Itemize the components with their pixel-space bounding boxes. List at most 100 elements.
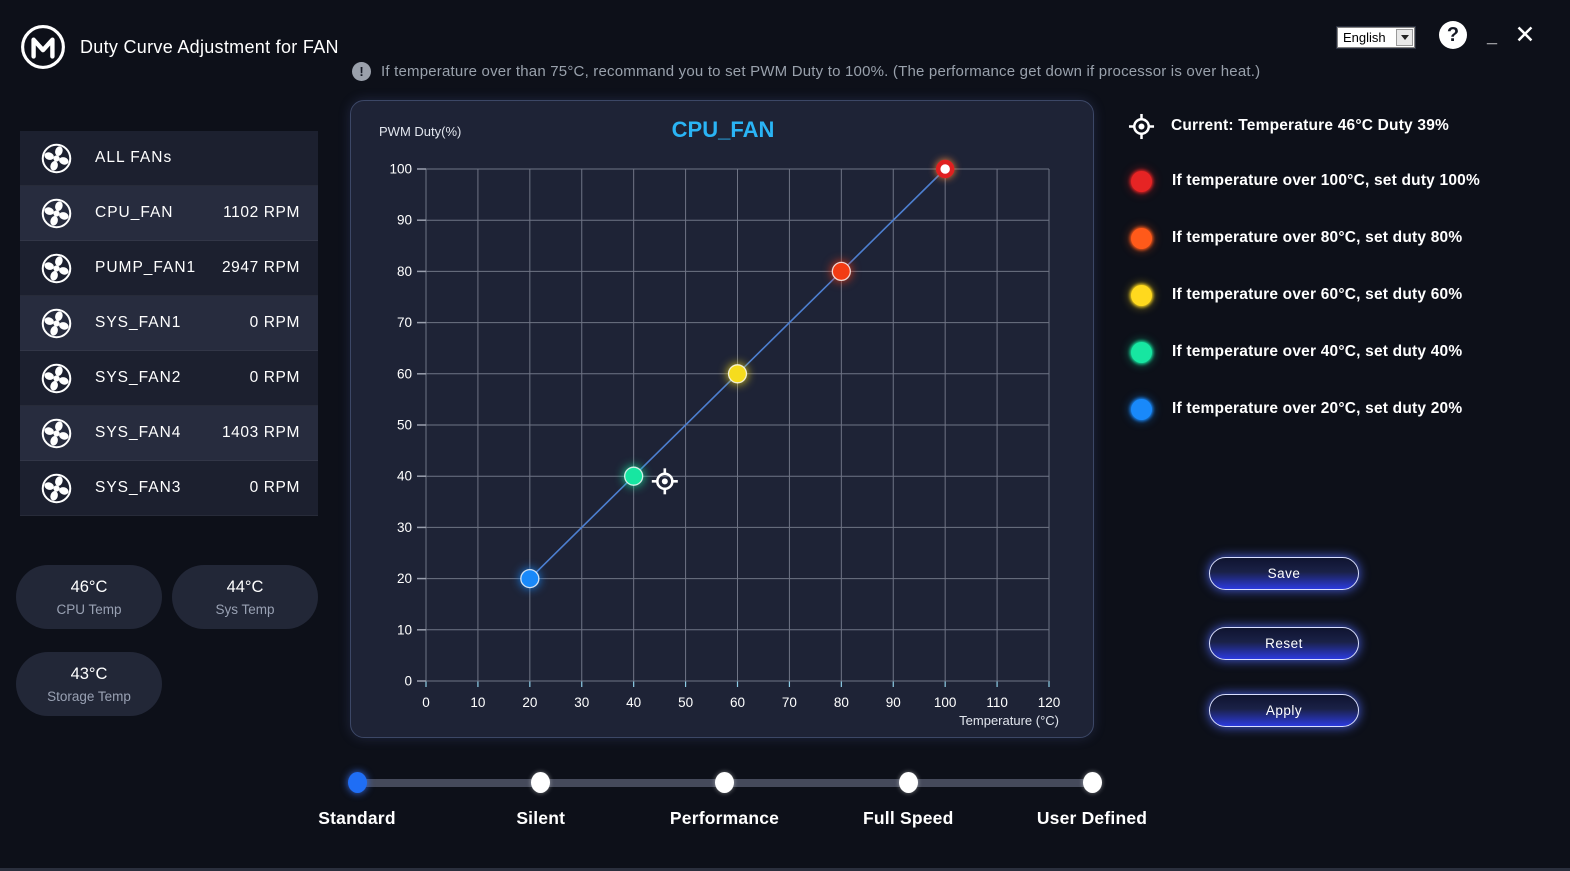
current-position-marker [651, 468, 678, 495]
fan-rpm-value: 0 RPM [249, 479, 300, 496]
fan-label: ALL FANs [95, 149, 173, 166]
fan-label: SYS_FAN4 [95, 424, 182, 441]
svg-text:30: 30 [574, 695, 589, 710]
temp-pill: 44°C Sys Temp [172, 565, 318, 629]
temp-pill: 46°C CPU Temp [16, 565, 162, 629]
chart-title: CPU_FAN [672, 117, 775, 142]
svg-text:10: 10 [397, 622, 412, 637]
legend-dot-icon [1131, 284, 1152, 306]
curve-point[interactable] [727, 364, 748, 384]
x-axis-label: Temperature (°C) [959, 713, 1059, 728]
preset-label-user-defined[interactable]: User Defined [1036, 808, 1148, 828]
preset-label-silent[interactable]: Silent [516, 808, 566, 828]
fan-icon [40, 252, 73, 285]
temp-pill: 43°C Storage Temp [16, 652, 162, 716]
svg-text:120: 120 [1038, 695, 1061, 710]
svg-text:60: 60 [397, 366, 412, 381]
legend-items: If temperature over 100°C, set duty 100%… [1128, 169, 1558, 421]
fan-list-item[interactable]: SYS_FAN4 1403 RPM [20, 406, 318, 461]
current-status-row: Current: Temperature 46°C Duty 39% [1128, 106, 1558, 146]
warning-banner: ! If temperature over than 75°C, recomma… [352, 62, 1260, 81]
language-selected-value: English [1343, 30, 1386, 45]
close-button[interactable]: ✕ [1514, 21, 1536, 49]
fan-label: SYS_FAN2 [95, 369, 182, 386]
dropdown-arrow-icon[interactable] [1396, 29, 1413, 46]
fan-list-item[interactable]: CPU_FAN 1102 RPM [20, 186, 318, 241]
fan-rpm-value: 1403 RPM [221, 424, 300, 441]
fan-label: SYS_FAN3 [95, 479, 182, 496]
svg-text:20: 20 [522, 695, 537, 710]
legend-dot-icon [1131, 398, 1152, 420]
fan-list-item[interactable]: SYS_FAN1 0 RPM [20, 296, 318, 351]
legend-item: If temperature over 100°C, set duty 100% [1128, 169, 1558, 193]
svg-text:40: 40 [397, 469, 412, 484]
fan-list-item[interactable]: SYS_FAN2 0 RPM [20, 351, 318, 406]
fan-rpm-value: 2947 RPM [221, 259, 300, 276]
preset-label-performance[interactable]: Performance [669, 808, 780, 828]
legend-rule-text: If temperature over 40°C, set duty 40% [1172, 343, 1463, 360]
y-axis-label: PWM Duty(%) [379, 124, 461, 139]
fan-label: SYS_FAN1 [95, 314, 182, 331]
apply-button[interactable]: Apply [1209, 694, 1359, 727]
legend-rule-text: If temperature over 80°C, set duty 80% [1172, 229, 1463, 246]
curve-point[interactable] [935, 159, 955, 179]
app-logo-icon [20, 24, 66, 70]
temp-label: CPU Temp [56, 601, 122, 617]
duty-rules-panel: Current: Temperature 46°C Duty 39% If te… [1128, 106, 1558, 454]
svg-text:90: 90 [397, 213, 412, 228]
legend-rule-text: If temperature over 60°C, set duty 60% [1172, 286, 1463, 303]
duty-curve-chart[interactable]: 0 10 20 30 40 50 60 70 80 90 100 110 120 0 10 20 30 40 50 6… [351, 101, 1093, 737]
temp-pills: 46°C CPU Temp 44°C Sys Temp 43°C Storage Temp [16, 565, 328, 716]
svg-text:20: 20 [397, 571, 412, 586]
svg-text:90: 90 [886, 695, 901, 710]
fan-list-item[interactable]: ALL FANs [20, 131, 318, 186]
fan-label: PUMP_FAN1 [95, 259, 197, 276]
svg-text:100: 100 [934, 695, 957, 710]
current-position-icon [1128, 113, 1155, 139]
language-select[interactable]: English [1336, 26, 1416, 49]
legend-item: If temperature over 60°C, set duty 60% [1128, 283, 1558, 307]
preset-knob-standard[interactable] [347, 772, 367, 793]
svg-text:60: 60 [730, 695, 745, 710]
window-bottom-edge [0, 868, 1570, 871]
preset-label-standard[interactable]: Standard [318, 808, 396, 828]
svg-text:10: 10 [470, 695, 485, 710]
fan-list-item[interactable]: SYS_FAN3 0 RPM [20, 461, 318, 516]
fan-icon [40, 142, 73, 175]
help-button[interactable]: ? [1439, 21, 1467, 49]
app-title: Duty Curve Adjustment for FAN [80, 37, 339, 57]
save-button[interactable]: Save [1209, 557, 1359, 590]
temp-label: Sys Temp [215, 601, 275, 617]
preset-label-full-speed[interactable]: Full Speed [863, 808, 954, 828]
warning-icon: ! [352, 62, 371, 81]
reset-button[interactable]: Reset [1209, 627, 1359, 660]
curve-point[interactable] [831, 261, 851, 282]
temp-label: Storage Temp [47, 688, 131, 704]
fan-label: CPU_FAN [95, 204, 174, 221]
fan-rpm-value: 0 RPM [249, 314, 300, 331]
preset-knob-performance[interactable] [715, 772, 734, 793]
svg-text:70: 70 [397, 315, 412, 330]
temp-value: 46°C [70, 577, 108, 596]
preset-knob-full-speed[interactable] [898, 772, 918, 793]
minimize-button[interactable]: _ [1486, 26, 1497, 46]
fan-icon [40, 362, 73, 395]
preset-knob-silent[interactable] [531, 772, 551, 793]
preset-knob-user-defined[interactable] [1082, 772, 1102, 793]
fan-list: ALL FANs CPU_FAN 1102 RPM PUMP_FAN1 2947 R… [20, 131, 318, 516]
current-status-text: Current: Temperature 46°C Duty 39% [1171, 117, 1450, 134]
fan-rpm-value: 1102 RPM [223, 204, 300, 221]
fan-icon [40, 417, 73, 450]
curve-point[interactable] [520, 568, 540, 589]
svg-text:30: 30 [397, 520, 412, 535]
legend-item: If temperature over 40°C, set duty 40% [1128, 340, 1558, 364]
fan-list-item[interactable]: PUMP_FAN1 2947 RPM [20, 241, 318, 296]
svg-text:80: 80 [397, 264, 412, 279]
legend-dot-icon [1131, 227, 1152, 249]
legend-rule-text: If temperature over 20°C, set duty 20% [1172, 400, 1463, 417]
svg-text:40: 40 [626, 695, 641, 710]
fan-rpm-value: 0 RPM [249, 369, 300, 386]
svg-text:70: 70 [782, 695, 797, 710]
fan-icon [40, 307, 73, 340]
curve-point[interactable] [624, 466, 644, 486]
